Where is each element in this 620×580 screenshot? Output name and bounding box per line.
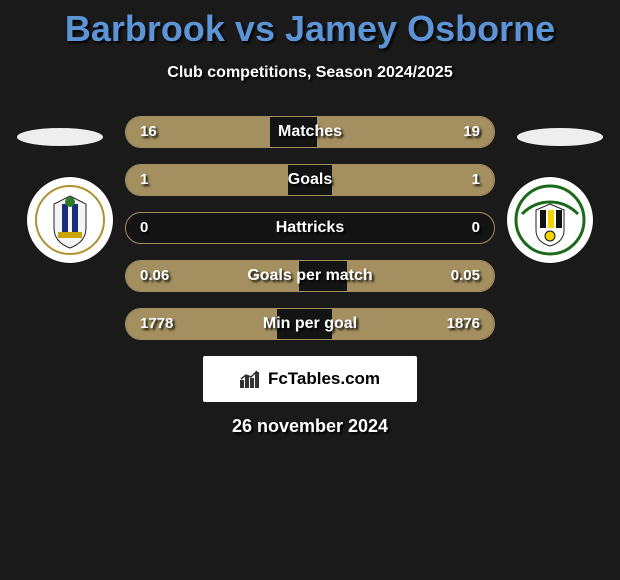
crest-left-svg (34, 184, 106, 256)
stat-row: 11Goals (125, 164, 495, 196)
date-text: 26 november 2024 (0, 416, 620, 437)
stat-label: Goals (126, 165, 494, 195)
stat-label: Min per goal (126, 309, 494, 339)
player-right-photo (517, 128, 603, 146)
page-title: Barbrook vs Jamey Osborne (0, 0, 620, 50)
bars-icon (240, 370, 262, 388)
club-crest-left (27, 177, 113, 263)
stat-row: 00Hattricks (125, 212, 495, 244)
player-left-photo (17, 128, 103, 146)
stat-label: Matches (126, 117, 494, 147)
stat-label: Goals per match (126, 261, 494, 291)
brand-text: FcTables.com (268, 369, 380, 389)
stat-label: Hattricks (126, 213, 494, 243)
stat-row: 17781876Min per goal (125, 308, 495, 340)
stat-row: 0.060.05Goals per match (125, 260, 495, 292)
stat-bars: 1619Matches 11Goals 00Hattricks 0.060.05Goa… (125, 116, 495, 340)
crest-right-svg (514, 184, 586, 256)
club-crest-right (507, 177, 593, 263)
brand-box: FcTables.com (203, 356, 417, 402)
subtitle: Club competitions, Season 2024/2025 (0, 64, 620, 82)
stat-row: 1619Matches (125, 116, 495, 148)
